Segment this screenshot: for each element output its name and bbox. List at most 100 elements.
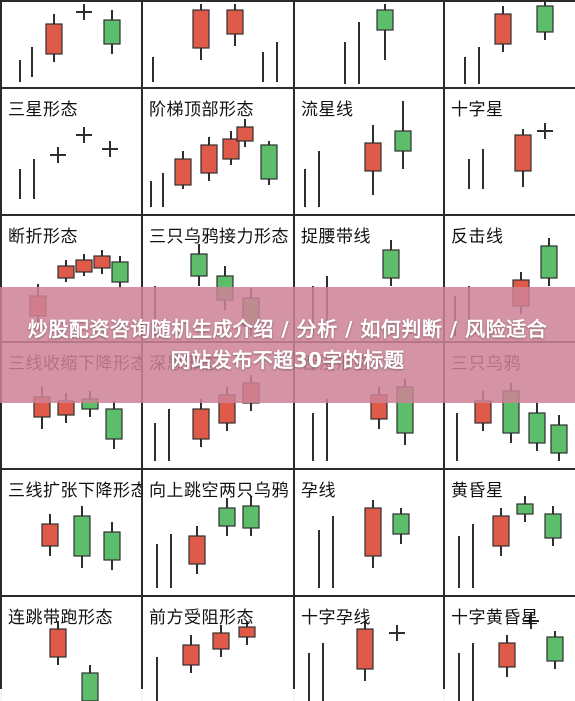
candle-down [544, 506, 562, 546]
pattern-label: 流星线 [301, 100, 354, 120]
doji-cross [102, 141, 118, 157]
pattern-cell [445, 2, 575, 87]
pattern-cell [2, 2, 141, 87]
pattern-cell [143, 2, 293, 87]
banner-title: 炒股配资咨询随机生成介绍 / 分析 / 如何判断 / 风险适合网站发布不超30字… [27, 317, 548, 372]
pattern-label: 断折形态 [8, 227, 78, 247]
candle-down [376, 4, 394, 60]
candle-down [528, 403, 546, 451]
pattern-cell: 十字星 [445, 89, 575, 214]
pattern-label: 前方受阻形态 [149, 608, 254, 628]
candle-up [174, 151, 192, 189]
candle-up [364, 500, 382, 568]
pattern-label: 孕线 [301, 481, 336, 501]
candle-down [546, 631, 564, 669]
candle-down [105, 401, 123, 449]
title-banner: 炒股配资咨询随机生成介绍 / 分析 / 如何判断 / 风险适合网站发布不超30字… [0, 287, 575, 403]
candle-up [494, 6, 512, 52]
candle-up [188, 526, 206, 574]
candle-down [392, 508, 410, 544]
candle-up [238, 621, 256, 645]
pattern-label: 连跳带跑形态 [8, 608, 113, 628]
candlestick-diagram [304, 101, 412, 207]
pattern-cell: 前方受阻形态 [143, 597, 293, 701]
candlestick-diagram [156, 496, 260, 588]
candle-up [182, 635, 200, 673]
candlestick-diagram [152, 4, 278, 82]
doji-cross [523, 613, 539, 629]
candle-down [540, 238, 558, 286]
pattern-label: 捉腰带线 [301, 227, 371, 247]
pattern-cell: 十字黄昏星 [445, 597, 575, 701]
pattern-cell: 十字孕线 [295, 597, 443, 701]
pattern-cell [295, 2, 443, 87]
pattern-cell: 连跳带跑形态 [2, 597, 141, 701]
candle-down [382, 240, 400, 286]
doji-cross [76, 127, 92, 143]
candle-down [190, 244, 208, 286]
pattern-label: 向上跳空两只乌鸦 [149, 481, 289, 501]
candle-up [200, 137, 218, 181]
candle-up [41, 514, 59, 556]
candlestick-diagram [41, 506, 121, 570]
pattern-label: 黄昏星 [451, 481, 504, 501]
candlestick-diagram [344, 4, 394, 84]
candle-up [492, 508, 510, 556]
candlestick-diagram [308, 621, 405, 701]
candlestick-diagram [29, 250, 129, 326]
doji-cross [50, 147, 66, 163]
candle-down [81, 665, 99, 701]
candle-up [75, 254, 93, 276]
pattern-cell: 三星形态 [2, 89, 141, 214]
candlestick-diagram [318, 500, 410, 588]
candlestick-diagram [468, 123, 553, 189]
pattern-label: 十字孕线 [301, 608, 371, 628]
candle-up [93, 250, 111, 274]
candle-up [364, 125, 382, 195]
doji-cross [76, 4, 92, 20]
candle-up [226, 4, 244, 46]
candle-down [103, 10, 121, 54]
candlestick-diagram [458, 496, 562, 588]
candle-up [356, 621, 374, 681]
candlestick-diagram [19, 4, 121, 82]
pattern-cell: 流星线 [295, 89, 443, 214]
candle-down [394, 101, 412, 169]
pattern-label: 三只乌鸦接力形态 [149, 227, 289, 247]
candle-up [45, 14, 63, 62]
pattern-cell: 阶梯顶部形态 [143, 89, 293, 214]
candle-up [192, 399, 210, 447]
candle-up [514, 129, 532, 187]
candlestick-diagram [458, 613, 564, 701]
candle-down [73, 506, 91, 568]
pattern-cell: 三线扩张下降形态 [2, 470, 141, 595]
doji-cross [537, 123, 553, 139]
doji-cross [389, 625, 405, 641]
candlestick-diagram [19, 127, 118, 199]
candlestick-diagram [312, 240, 400, 336]
pattern-cell: 向上跳空两只乌鸦 [143, 470, 293, 595]
candle-up [57, 260, 75, 282]
pattern-label: 阶梯顶部形态 [149, 100, 254, 120]
candle-down [218, 498, 236, 536]
candlestick-diagram [150, 119, 278, 207]
candle-up [49, 621, 67, 665]
candle-up [236, 119, 254, 147]
candle-up [192, 4, 210, 60]
candle-down [536, 2, 554, 40]
candle-down [111, 256, 129, 288]
candlestick-diagram [464, 2, 554, 84]
candle-up [498, 635, 516, 677]
candle-up [212, 625, 230, 657]
pattern-cell: 黄昏星 [445, 470, 575, 595]
candle-down [260, 141, 278, 185]
candle-up [222, 131, 240, 165]
candle-down [550, 415, 568, 461]
pattern-cell: 孕线 [295, 470, 443, 595]
candle-down [516, 496, 534, 522]
pattern-label: 三星形态 [8, 100, 78, 120]
pattern-label: 三线扩张下降形态 [8, 481, 141, 501]
pattern-label: 十字星 [451, 100, 504, 120]
candle-down [103, 522, 121, 570]
candle-down [242, 496, 260, 536]
